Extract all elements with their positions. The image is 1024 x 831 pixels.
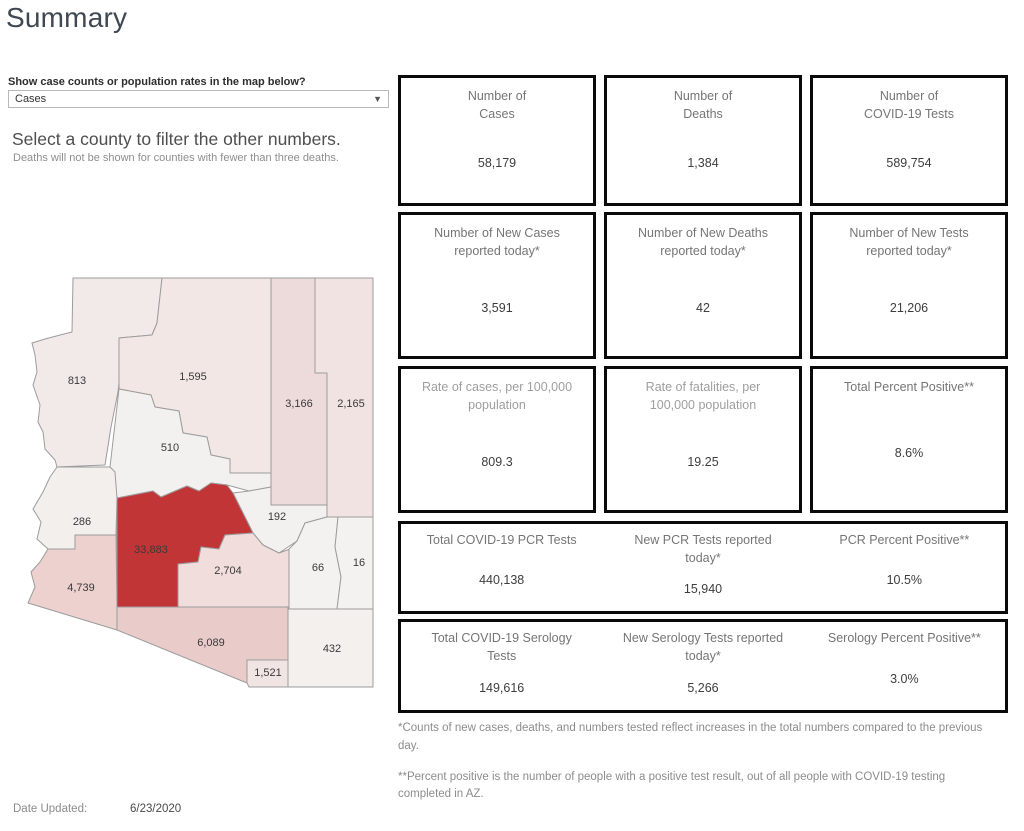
kpi-new-cases-today: Number of New Cases reported today* 3,59…	[398, 212, 596, 359]
kpi-value: 3.0%	[890, 671, 919, 686]
kpi-serology-percent-positive: Serology Percent Positive** 3.0%	[804, 622, 1005, 710]
map-metric-filter-label: Show case counts or population rates in …	[8, 76, 306, 88]
kpi-value: 58,179	[477, 156, 517, 171]
kpi-value: 589,754	[886, 156, 932, 171]
kpi-value: 440,138	[479, 573, 525, 588]
kpi-row-new-today: Number of New Cases reported today* 3,59…	[398, 212, 1008, 366]
chevron-down-icon: ▼	[373, 93, 382, 104]
kpi-title: Total Percent Positive**	[844, 380, 974, 394]
date-updated-label: Date Updated:	[13, 803, 88, 815]
kpi-value: 19.25	[687, 455, 719, 470]
kpi-fatality-rate: Rate of fatalities, per 100,000 populati…	[604, 366, 802, 513]
kpi-case-rate: Rate of cases, per 100,000 population 80…	[398, 366, 596, 513]
map-subtitle: Select a county to filter the other numb…	[12, 129, 341, 149]
kpi-title: Number of Cases	[467, 89, 527, 122]
kpi-new-pcr-tests-today: New PCR Tests reported today* 15,940	[602, 524, 803, 611]
kpi-title: PCR Percent Positive**	[839, 533, 970, 547]
kpi-title: Number of New Cases reported today*	[434, 226, 560, 259]
footnote-percent-positive: **Percent positive is the number of peop…	[398, 770, 946, 801]
kpi-new-deaths-today: Number of New Deaths reported today* 42	[604, 212, 802, 359]
kpi-title: Total COVID-19 Serology Tests	[431, 631, 572, 664]
kpi-title: Serology Percent Positive**	[827, 631, 981, 645]
county-cochise[interactable]	[287, 608, 374, 688]
kpi-title: Rate of fatalities, per 100,000 populati…	[645, 380, 761, 413]
footnotes: *Counts of new cases, deaths, and number…	[398, 720, 990, 804]
kpi-title: Number of Deaths	[673, 89, 733, 122]
kpi-panel: Number of Cases 58,179 Number of Deaths …	[398, 75, 1008, 817]
map-metric-dropdown-value: Cases	[15, 93, 47, 105]
kpi-title: Total COVID-19 PCR Tests	[426, 533, 577, 547]
map-subtitle-note: Deaths will not be shown for counties wi…	[13, 152, 339, 164]
kpi-value: 10.5%	[886, 573, 923, 588]
kpi-value: 1,384	[687, 156, 719, 171]
kpi-value: 21,206	[889, 301, 929, 316]
kpi-value: 149,616	[479, 680, 525, 695]
kpi-title: Rate of cases, per 100,000 population	[421, 380, 573, 413]
kpi-number-of-cases: Number of Cases 58,179	[398, 75, 596, 206]
arizona-county-choropleth-map: 813 1,595 3,166 2,165 510 192 286 33,883…	[15, 277, 375, 690]
kpi-new-tests-today: Number of New Tests reported today* 21,2…	[810, 212, 1008, 359]
kpi-row-rates: Rate of cases, per 100,000 population 80…	[398, 366, 1008, 521]
kpi-title: New Serology Tests reported today*	[622, 631, 784, 664]
kpi-row-serology-tests: Total COVID-19 Serology Tests 149,616 Ne…	[398, 619, 1008, 713]
county-yuma[interactable]	[27, 534, 118, 631]
kpi-row-pcr-tests: Total COVID-19 PCR Tests 440,138 New PCR…	[398, 521, 1008, 614]
kpi-total-pcr-tests: Total COVID-19 PCR Tests 440,138	[401, 524, 602, 611]
kpi-title: Number of New Deaths reported today*	[638, 226, 768, 259]
date-updated-value: 6/23/2020	[130, 803, 182, 815]
kpi-value: 42	[696, 301, 710, 316]
kpi-number-of-tests: Number of COVID-19 Tests 589,754	[810, 75, 1008, 206]
kpi-value: 3,591	[481, 301, 513, 316]
kpi-value: 8.6%	[894, 446, 924, 461]
kpi-total-percent-positive: Total Percent Positive** 8.6%	[810, 366, 1008, 513]
county-santa-cruz[interactable]	[246, 659, 289, 688]
kpi-row-totals: Number of Cases 58,179 Number of Deaths …	[398, 75, 1008, 212]
kpi-total-serology-tests: Total COVID-19 Serology Tests 149,616	[401, 622, 602, 710]
county-greenlee[interactable]	[334, 516, 374, 610]
kpi-value: 5,266	[687, 680, 719, 695]
footnote-new-counts: *Counts of new cases, deaths, and number…	[398, 722, 983, 752]
page-title: Summary	[6, 2, 128, 33]
kpi-title: Number of COVID-19 Tests	[863, 89, 955, 122]
kpi-number-of-deaths: Number of Deaths 1,384	[604, 75, 802, 206]
kpi-new-serology-tests-today: New Serology Tests reported today* 5,266	[602, 622, 803, 710]
map-metric-dropdown[interactable]: Cases ▼	[8, 90, 389, 108]
kpi-value: 809.3	[481, 455, 513, 470]
kpi-pcr-percent-positive: PCR Percent Positive** 10.5%	[804, 524, 1005, 611]
kpi-title: Number of New Tests reported today*	[849, 226, 969, 259]
kpi-title: New PCR Tests reported today*	[634, 533, 772, 566]
kpi-value: 15,940	[683, 582, 723, 597]
